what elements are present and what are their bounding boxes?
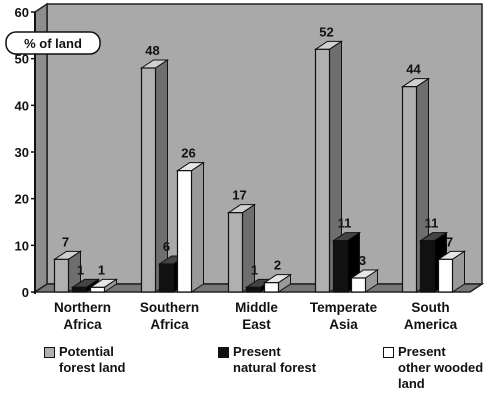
bar-present-natural-forest-south-america [419, 240, 436, 293]
data-label-present-natural-forest-southern-africa: 6 [163, 239, 170, 254]
legend-item-present-natural-forest: Present natural forest [218, 344, 316, 376]
legend-swatch-present-natural-forest [218, 347, 229, 358]
bar-present-other-wooded-land-northern-africa [89, 286, 106, 293]
y-tick-label: 40 [15, 98, 29, 113]
y-axis-label-box [5, 31, 101, 55]
x-tick-label-south-america: South America [404, 300, 458, 332]
bar-side-present-other-wooded-land-southern-africa [191, 161, 204, 293]
data-label-present-other-wooded-land-middle-east: 2 [274, 258, 281, 273]
bar-present-natural-forest-southern-africa [158, 263, 175, 293]
bar-present-other-wooded-land-temperate-asia [350, 277, 367, 293]
data-label-present-natural-forest-middle-east: 1 [251, 262, 258, 277]
y-tick-label: 10 [15, 238, 29, 253]
bar-present-other-wooded-land-southern-africa [176, 170, 193, 293]
bar-present-natural-forest-temperate-asia [332, 240, 349, 293]
bar-present-natural-forest-northern-africa [71, 286, 88, 293]
data-label-potential-forest-land-middle-east: 17 [232, 188, 246, 203]
bar-potential-forest-land-temperate-asia [314, 48, 331, 293]
data-label-present-other-wooded-land-northern-africa: 1 [98, 262, 105, 277]
data-label-present-other-wooded-land-temperate-asia: 3 [359, 253, 366, 268]
x-tick-label-temperate-asia: Temperate Asia [310, 300, 378, 332]
legend-swatch-present-other-wooded-land [383, 347, 394, 358]
bar-potential-forest-land-northern-africa [53, 258, 70, 293]
bar-present-natural-forest-middle-east [245, 286, 262, 293]
data-label-present-natural-forest-northern-africa: 1 [77, 262, 84, 277]
legend-item-potential-forest-land: Potential forest land [44, 344, 125, 376]
bar-side-potential-forest-land-southern-africa [155, 59, 168, 293]
legend-label-present-other-wooded-land: Present other wooded land [398, 344, 484, 391]
bar-side-potential-forest-land-middle-east [242, 203, 255, 293]
bar-potential-forest-land-southern-africa [140, 67, 157, 293]
y-tick-label: 0 [22, 285, 29, 300]
data-label-potential-forest-land-south-america: 44 [406, 62, 421, 77]
legend-item-present-other-wooded-land: Present other wooded land [383, 344, 483, 392]
legend-label-potential-forest-land: Potential forest land [59, 344, 126, 375]
x-tick-label-middle-east: Middle East [235, 300, 278, 332]
bar-present-other-wooded-land-middle-east [263, 282, 280, 293]
data-label-potential-forest-land-southern-africa: 48 [145, 43, 159, 58]
y-axis-label: % of land [24, 36, 82, 51]
data-label-potential-forest-land-temperate-asia: 52 [319, 24, 333, 39]
bar-potential-forest-land-south-america [401, 86, 418, 293]
y-tick-label: 30 [15, 145, 29, 160]
data-label-present-natural-forest-south-america: 11 [425, 216, 439, 231]
data-label-present-natural-forest-temperate-asia: 11 [338, 216, 352, 231]
bar-potential-forest-land-middle-east [227, 212, 244, 293]
y-tick-label: 50 [15, 52, 29, 67]
x-tick-label-southern-africa: Southern Africa [140, 300, 199, 332]
legend-label-present-natural-forest: Present natural forest [233, 344, 317, 375]
y-tick-label: 20 [15, 192, 29, 207]
bar-present-other-wooded-land-south-america [437, 258, 454, 293]
x-tick-label-northern-africa: Northern Africa [54, 300, 111, 332]
data-label-present-other-wooded-land-southern-africa: 26 [181, 146, 195, 161]
y-tick-label: 60 [15, 5, 29, 20]
data-label-potential-forest-land-northern-africa: 7 [62, 234, 69, 249]
legend-swatch-potential-forest-land [44, 347, 55, 358]
data-label-present-other-wooded-land-south-america: 7 [446, 234, 453, 249]
